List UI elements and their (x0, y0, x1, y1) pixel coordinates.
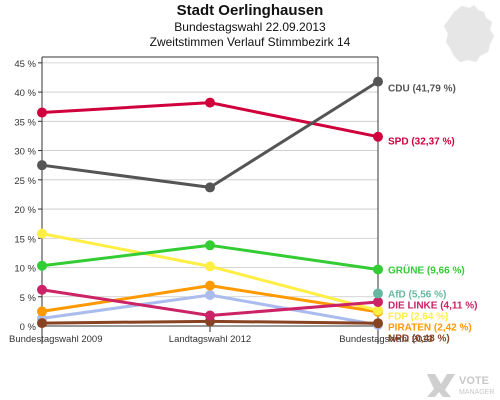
svg-text:VOTE: VOTE (459, 375, 489, 387)
series-label-fdp: FDP (2,64 %) (388, 312, 448, 323)
series-label-npd: NPD (0,48 %) (388, 334, 450, 345)
x-tick-label: Bundestagswahl 2009 (9, 334, 103, 345)
x-tick-label: Bundestagswahl 2013 (339, 334, 433, 345)
data-point-die-linke (37, 284, 47, 295)
y-tick-label: 25 % (14, 176, 36, 187)
series-label-cdu: CDU (41,79 %) (388, 84, 456, 95)
data-point-spd (205, 97, 215, 108)
germany-map-icon (443, 4, 495, 63)
data-point-fdp (37, 228, 47, 239)
data-point-fdp (205, 261, 215, 272)
data-point-grüne (205, 240, 215, 251)
data-point-grüne (373, 264, 383, 275)
y-tick-label: 30 % (14, 147, 36, 158)
series-label-afd: AfD (5,56 %) (388, 290, 446, 301)
data-point-fdp (373, 305, 383, 316)
data-point-piraten (37, 306, 47, 317)
series-label-piraten: PIRATEN (2,42 %) (388, 323, 472, 334)
series-label-spd: SPD (32,37 %) (388, 137, 455, 148)
y-tick-label: 10 % (14, 264, 36, 275)
data-point-piraten (205, 280, 215, 291)
data-point-cdu (373, 76, 383, 87)
chart-subtitle-1: Bundestagswahl 22.09.2013 (174, 20, 326, 34)
data-point-spd (373, 131, 383, 142)
svg-text:MANAGER: MANAGER (459, 389, 494, 396)
data-point-cdu (205, 182, 215, 193)
y-tick-label: 15 % (14, 234, 36, 245)
y-tick-label: 40 % (14, 88, 36, 99)
data-point-sonstige (205, 290, 215, 301)
vote-manager-logo: VOTE MANAGER (427, 374, 494, 397)
data-point-grüne (37, 260, 47, 271)
y-tick-label: 0 % (20, 322, 37, 333)
series-label-die-linke: DIE LINKE (4,11 %) (388, 301, 477, 312)
chart-title: Stadt Oerlinghausen (176, 2, 324, 19)
data-point-afd (373, 288, 383, 299)
data-point-npd (37, 318, 47, 329)
series-label-grüne: GRÜNE (9,66 %) (388, 264, 465, 277)
data-point-spd (37, 107, 47, 118)
x-tick-label: Landtagswahl 2012 (169, 334, 251, 345)
data-point-die-linke (373, 296, 383, 307)
chart-header: Stadt Oerlinghausen Bundestagswahl 22.09… (0, 2, 500, 50)
y-tick-label: 5 % (20, 293, 37, 304)
y-tick-label: 20 % (14, 205, 36, 216)
y-tick-label: 35 % (14, 117, 36, 128)
data-point-npd (373, 318, 383, 329)
data-point-cdu (37, 160, 47, 171)
chart-subtitle-2: Zweitstimmen Verlauf Stimmbezirk 14 (149, 35, 351, 49)
y-tick-label: 45 % (14, 59, 36, 70)
data-point-die-linke (205, 310, 215, 321)
